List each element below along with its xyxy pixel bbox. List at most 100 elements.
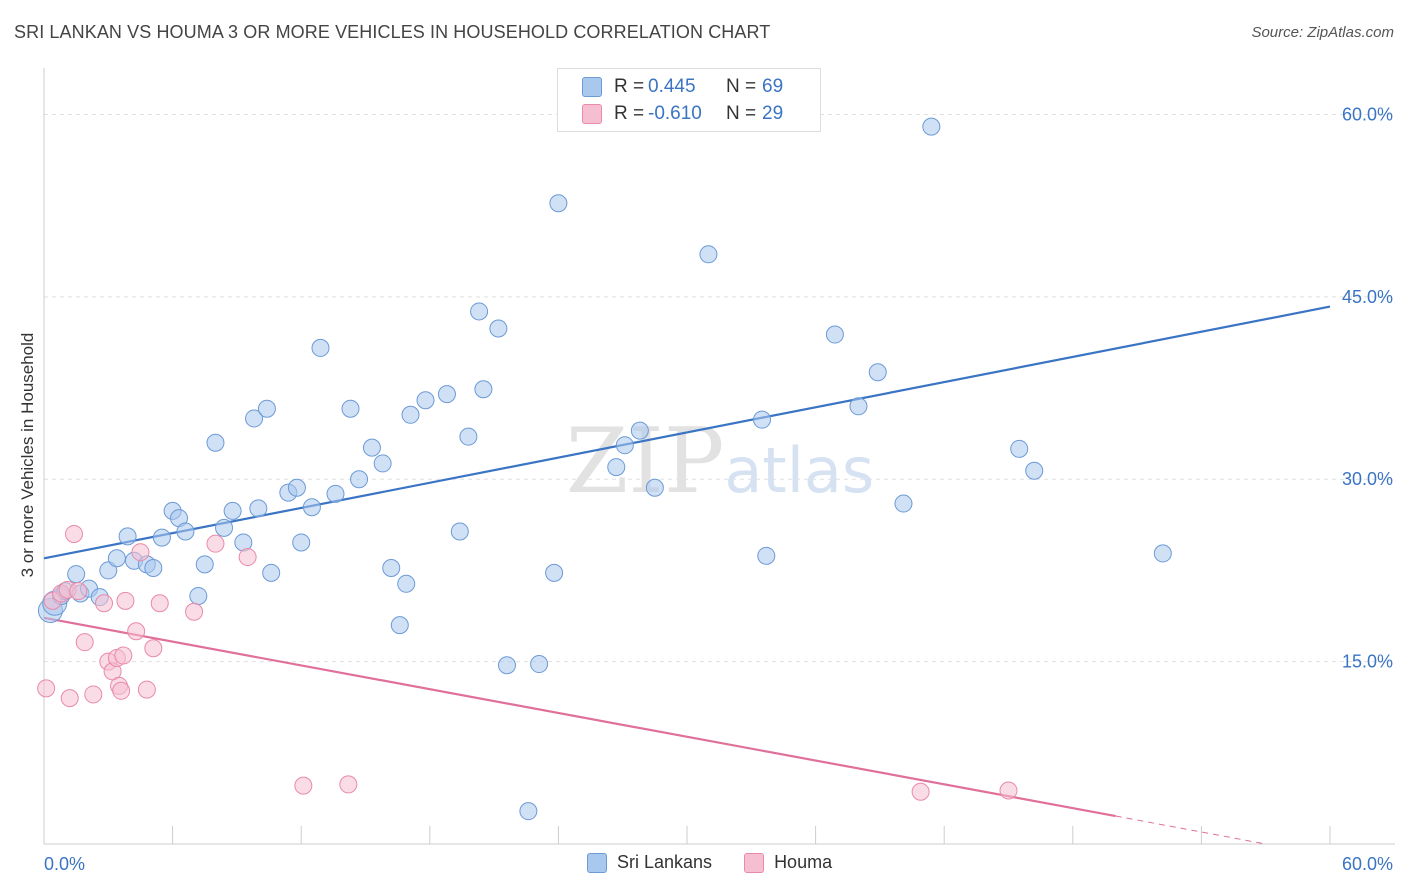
sri-lankans-point: [894, 494, 913, 513]
sri-lankans-point: [474, 380, 493, 399]
sri-lankans-point: [1010, 439, 1029, 458]
sri-lankans-point: [615, 436, 634, 455]
sri-lankans-point: [206, 433, 225, 452]
houma-point: [339, 775, 358, 794]
sri-lankans-point: [326, 484, 345, 503]
sri-lankans-point: [497, 656, 516, 675]
sri-lankans-swatch: [582, 77, 602, 97]
sri-lankans-point: [195, 555, 214, 574]
sri-lankans-point: [1025, 461, 1044, 480]
houma-point: [999, 781, 1018, 800]
houma-point: [112, 681, 131, 700]
sri-lankans-point: [868, 363, 887, 382]
r-value: 0.445: [648, 76, 696, 97]
sri-lankans-point: [390, 616, 409, 635]
r-label: R =: [614, 103, 645, 124]
watermark-atlas: atlas: [724, 434, 874, 507]
houma-point: [116, 591, 135, 610]
houma-point: [294, 776, 313, 795]
sri-lankans-point: [470, 302, 489, 321]
tick-labels: 15.0% 30.0% 45.0% 60.0% 0.0% 60.0%: [44, 104, 1393, 874]
houma-point: [37, 679, 56, 698]
trend-lines: [43, 305, 1331, 845]
n-label: N =: [726, 76, 757, 97]
sri-lankans-point: [607, 458, 626, 477]
sri-lankans-point: [630, 421, 649, 440]
sri-lankans-point: [437, 385, 456, 404]
houma-point: [75, 633, 94, 652]
series-legend: Sri Lankans Houma: [587, 852, 864, 873]
sri-lankans-point: [67, 565, 86, 584]
sri-lankans-point: [262, 563, 281, 582]
correlation-legend: R = 0.445 N = 69 R = -0.610 N = 29: [557, 68, 821, 132]
trend-line-houma: [43, 616, 1116, 818]
r-value: -0.610: [648, 103, 702, 124]
x-tick-label: 0.0%: [44, 854, 85, 874]
houma-point: [238, 548, 257, 567]
legend-row-sri-lankans: R = 0.445 N = 69: [582, 75, 783, 99]
sri-lankans-point: [152, 528, 171, 547]
sri-lankans-point: [99, 561, 118, 580]
houma-point: [60, 689, 79, 708]
sri-lankans-point: [245, 409, 264, 428]
houma-point: [137, 680, 156, 699]
grid-lines: [44, 113, 1395, 663]
houma-point: [131, 543, 150, 562]
sri-lankans-point: [287, 478, 306, 497]
data-points: [37, 117, 1172, 821]
houma-point: [206, 534, 225, 553]
trend-line-sri-lankans: [43, 305, 1331, 560]
sri-lankans-point: [1153, 544, 1172, 563]
trend-line-houma: [1115, 815, 1266, 845]
x-tick-label: 60.0%: [1342, 854, 1393, 874]
sri-lankans-point: [849, 397, 868, 416]
sri-lankans-point: [922, 117, 941, 136]
sri-lankans-point: [215, 518, 234, 537]
legend-row-houma: R = -0.610 N = 29: [582, 102, 783, 126]
houma-point: [185, 602, 204, 621]
sri-lankans-point: [549, 194, 568, 213]
sri-lankans-swatch: [587, 852, 607, 873]
legend-item-sri-lankans[interactable]: Sri Lankans: [587, 852, 712, 873]
houma-point: [150, 594, 169, 613]
sri-lankans-point: [545, 563, 564, 582]
sri-lankans-point: [382, 558, 401, 577]
sri-lankans-point: [257, 399, 276, 418]
sri-lankans-point: [373, 454, 392, 473]
sri-lankans-point: [249, 499, 268, 518]
houma-swatch: [744, 852, 765, 873]
y-tick-label: 45.0%: [1342, 287, 1393, 307]
n-value: 69: [762, 76, 784, 97]
legend-label: Sri Lankans: [617, 852, 713, 872]
houma-point: [114, 646, 133, 665]
sri-lankans-point: [292, 533, 311, 552]
legend-item-houma[interactable]: Houma: [744, 852, 832, 873]
sri-lankans-point: [107, 549, 126, 568]
houma-swatch: [582, 104, 602, 124]
source-label: Source: ZipAtlas.com: [1251, 24, 1394, 41]
houma-point: [911, 782, 930, 801]
houma-point: [95, 594, 114, 613]
sri-lankans-point: [176, 522, 195, 541]
n-value: 29: [762, 103, 784, 124]
sri-lankans-point: [144, 558, 163, 577]
sri-lankans-point: [757, 546, 776, 565]
houma-point: [127, 622, 146, 641]
houma-point: [144, 639, 163, 658]
y-tick-label: 60.0%: [1342, 104, 1393, 124]
sri-lankans-point: [401, 405, 420, 424]
houma-point: [84, 685, 103, 704]
sri-lankans-point: [645, 478, 664, 497]
y-axis-label: 3 or more Vehicles in Household: [18, 332, 37, 578]
sri-lankans-point: [489, 319, 508, 338]
sri-lankans-point: [397, 574, 416, 593]
sri-lankans-point: [825, 325, 844, 344]
sri-lankans-point: [416, 391, 435, 410]
r-label: R =: [614, 76, 645, 97]
sri-lankans-point: [311, 338, 330, 357]
sri-lankans-point: [302, 498, 321, 517]
sri-lankans-point: [699, 245, 718, 264]
houma-point: [69, 582, 88, 601]
sri-lankans-point: [530, 655, 549, 674]
